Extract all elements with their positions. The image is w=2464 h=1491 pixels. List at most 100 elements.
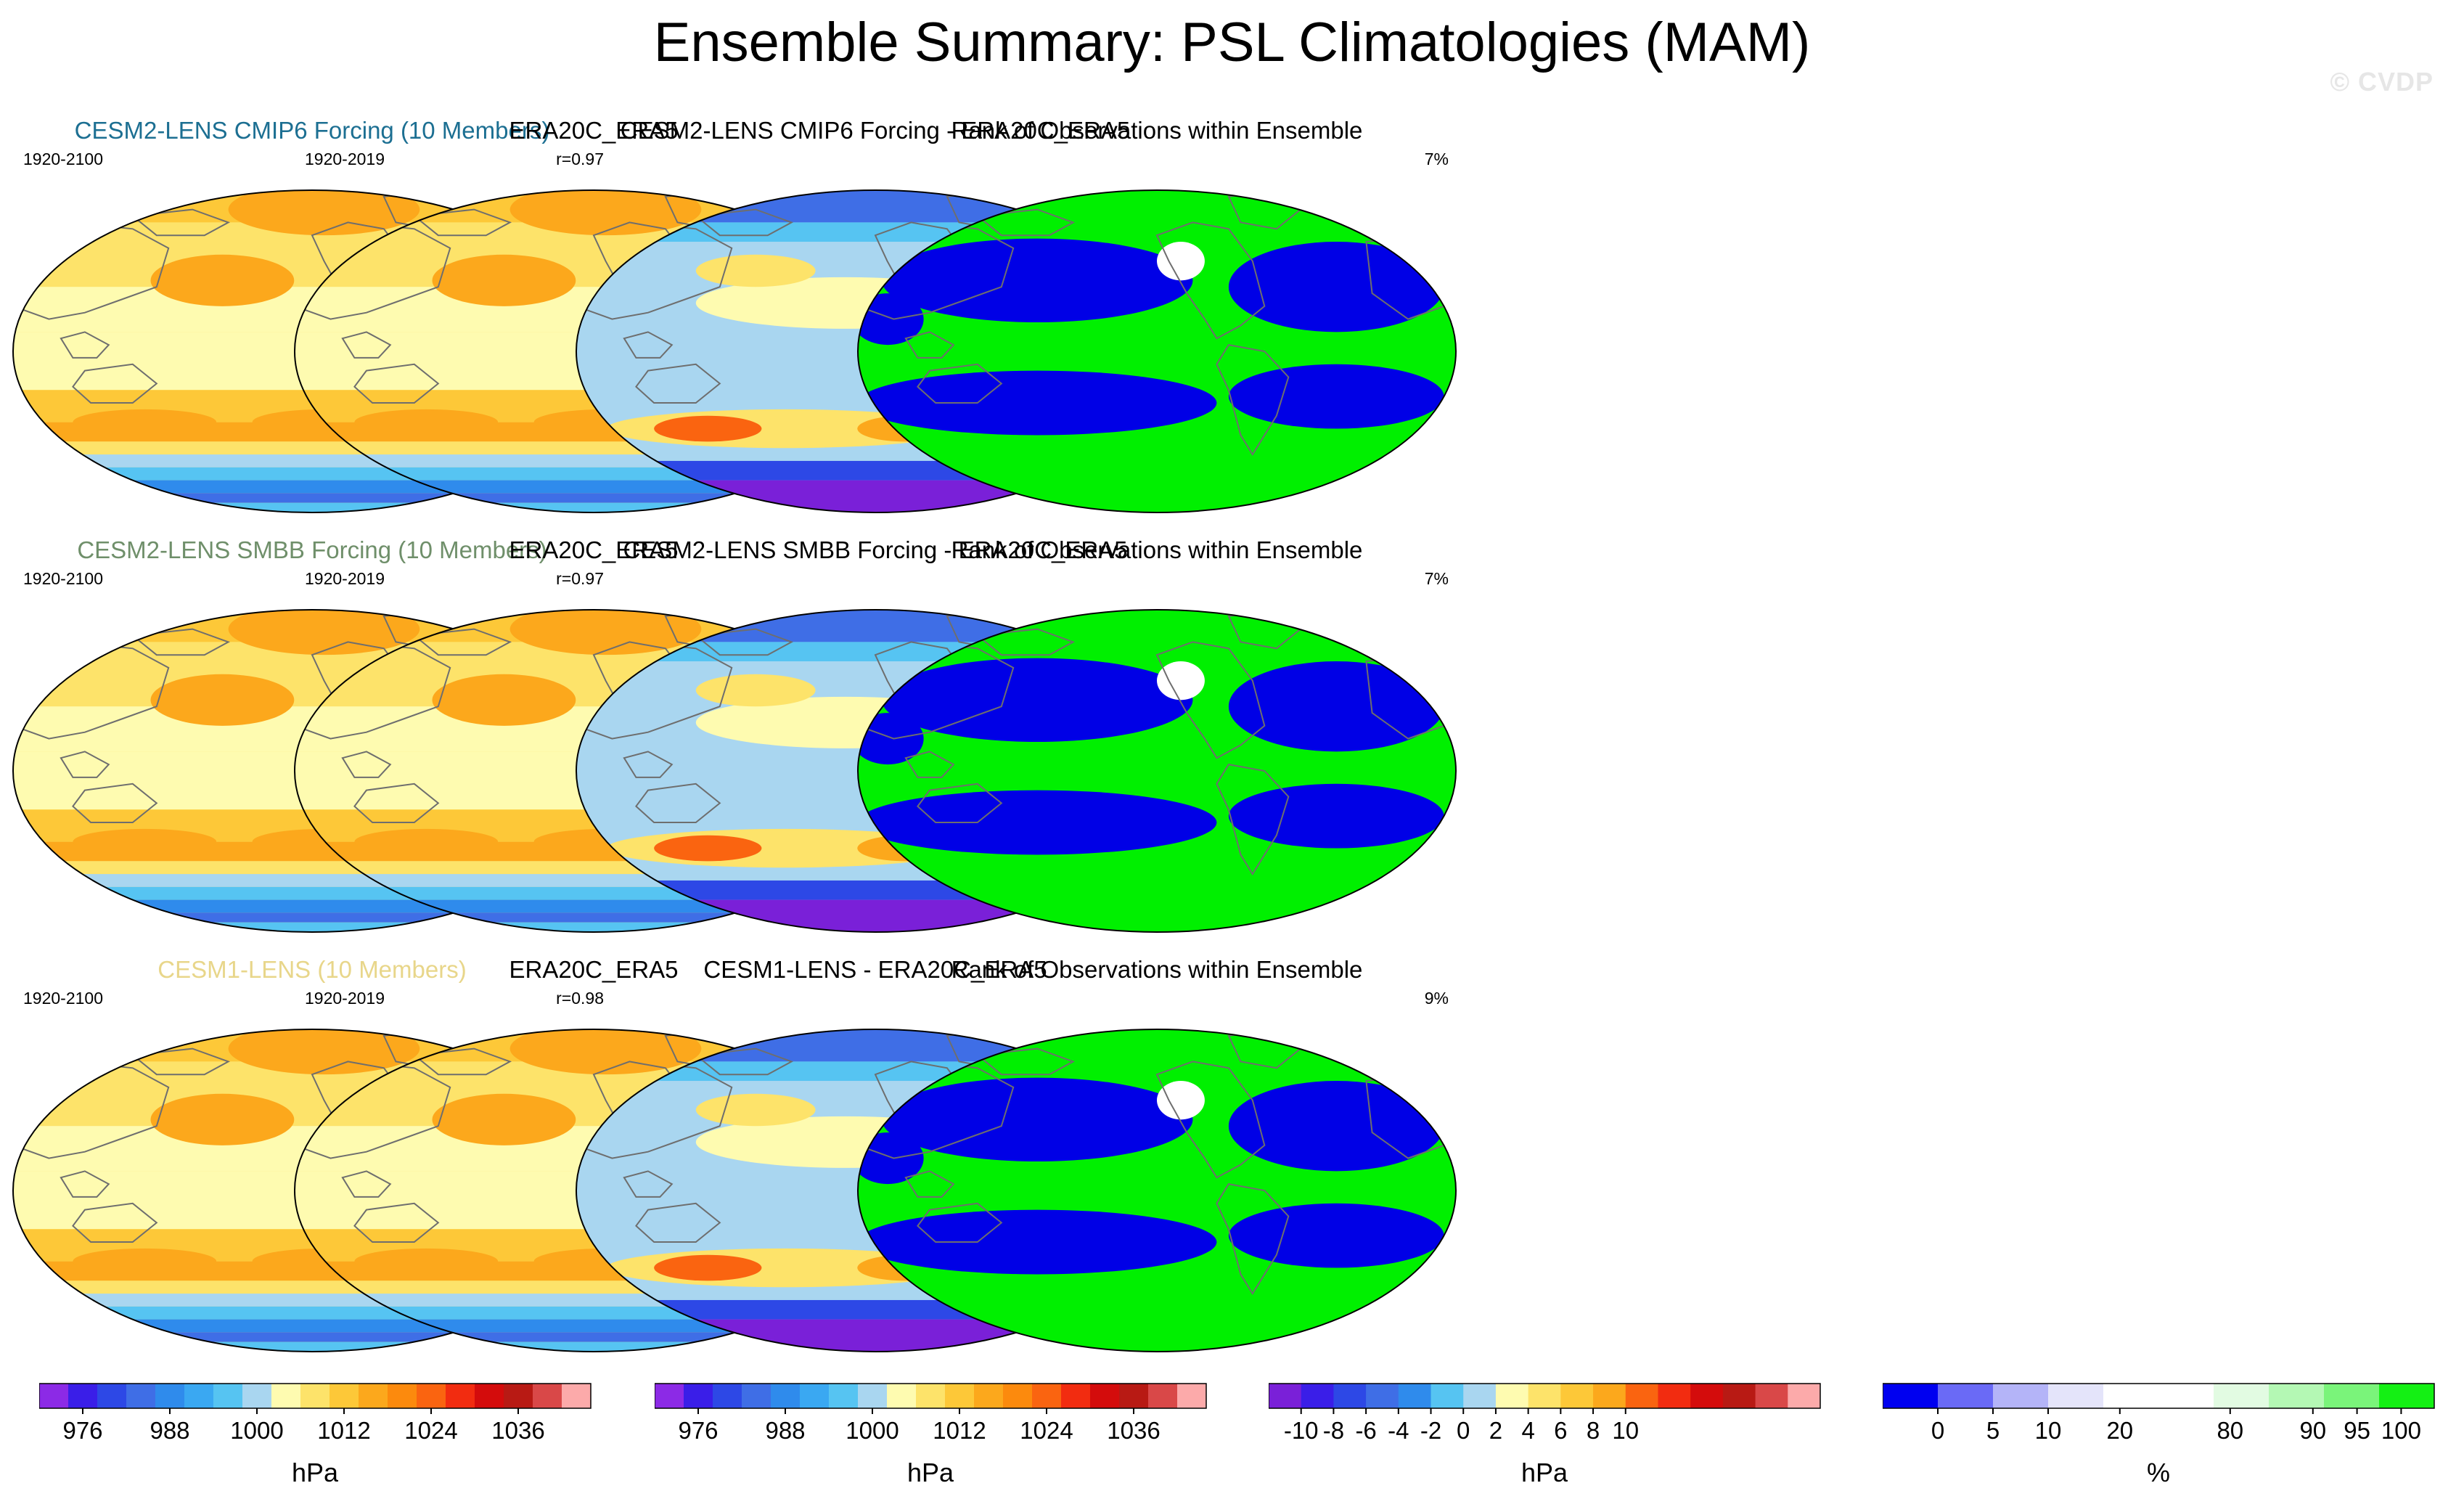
colorbar-box bbox=[1366, 1384, 1399, 1408]
colorbar-box bbox=[887, 1384, 917, 1408]
colorbar-box bbox=[213, 1384, 243, 1408]
colorbar-box bbox=[562, 1384, 592, 1408]
panel-title: ERA20C_ERA5 bbox=[509, 956, 679, 983]
colorbar-box bbox=[1938, 1384, 1994, 1408]
colorbar-tick-label: 1024 bbox=[1020, 1417, 1073, 1444]
colorbar-box bbox=[300, 1384, 330, 1408]
land-outline bbox=[1155, 221, 1266, 340]
land-outline bbox=[353, 783, 440, 823]
land-outline bbox=[131, 628, 231, 656]
colorbar-tick-label: 90 bbox=[2299, 1417, 2326, 1444]
colorbar-tick-label: -10 bbox=[1284, 1417, 1319, 1444]
colorbar-box bbox=[359, 1384, 388, 1408]
panel-percent: 7% bbox=[1424, 150, 1449, 168]
panel-correlation: r=0.98 bbox=[556, 989, 604, 1008]
land-outline bbox=[904, 1170, 955, 1198]
colorbar-box bbox=[742, 1384, 771, 1408]
colorbar-box bbox=[330, 1384, 359, 1408]
colorbar-box bbox=[533, 1384, 562, 1408]
land-outline bbox=[412, 628, 512, 656]
colorbar-tick-label: 988 bbox=[150, 1417, 189, 1444]
map-rank bbox=[857, 609, 1457, 933]
land-outline bbox=[72, 1202, 158, 1243]
colorbar-box bbox=[2324, 1384, 2380, 1408]
colorbar-box bbox=[1301, 1384, 1334, 1408]
colorbar-box bbox=[1148, 1384, 1178, 1408]
colorbar-box bbox=[945, 1384, 975, 1408]
land-outline bbox=[60, 751, 110, 778]
colorbar-box bbox=[97, 1384, 127, 1408]
land-outline bbox=[341, 331, 392, 359]
land-outline bbox=[341, 751, 392, 778]
colorbar-box bbox=[2103, 1384, 2159, 1408]
colorbar-tick-label: 20 bbox=[2106, 1417, 2133, 1444]
map-border bbox=[857, 189, 1457, 513]
colorbar-tick-label: 1000 bbox=[230, 1417, 283, 1444]
colorbar-boxes: 976 988 1000 1012 1024 1036 bbox=[655, 1383, 1207, 1444]
colorbar-tick-label: -8 bbox=[1323, 1417, 1344, 1444]
panel-period: 1920-2100 bbox=[23, 569, 103, 588]
land-outline bbox=[131, 208, 231, 237]
colorbar-box bbox=[771, 1384, 801, 1408]
colorbar-tick-label: 10 bbox=[1612, 1417, 1639, 1444]
colorbar-box bbox=[388, 1384, 417, 1408]
colorbar-box bbox=[1788, 1384, 1821, 1408]
land-outline bbox=[1216, 1182, 1290, 1296]
map-border bbox=[857, 609, 1457, 933]
colorbar-tick-label: 976 bbox=[62, 1417, 102, 1444]
colorbar-box bbox=[271, 1384, 301, 1408]
colorbar-box bbox=[1690, 1384, 1724, 1408]
map-rank bbox=[857, 189, 1457, 513]
colorbar: 976 988 1000 1012 1024 1036 hPa bbox=[655, 1382, 1243, 1491]
map-panel-rank: Rank of Observations within Ensemble 7% bbox=[852, 536, 1462, 957]
panel-percent: 7% bbox=[1424, 569, 1449, 588]
colorbar-tick-label: 976 bbox=[678, 1417, 718, 1444]
panel-title: CESM1-LENS (10 Members) bbox=[157, 956, 467, 983]
land-outline bbox=[1155, 1061, 1266, 1179]
colorbar: -10 -8 -6 -4 -2 0 2 4 6 8 10 hPa bbox=[1269, 1382, 1857, 1491]
panel-correlation: r=0.97 bbox=[556, 569, 604, 588]
panel-period: 1920-2019 bbox=[305, 989, 385, 1008]
colorbar-box bbox=[2269, 1384, 2325, 1408]
colorbar: 976 988 1000 1012 1024 1036 hPa bbox=[39, 1382, 627, 1491]
colorbar-box bbox=[1993, 1384, 2049, 1408]
land-outline bbox=[635, 783, 721, 823]
map-rank bbox=[857, 1029, 1457, 1352]
land-outline bbox=[917, 1202, 1003, 1243]
colorbar-box bbox=[1398, 1384, 1432, 1408]
panel-title: ERA20C_ERA5 bbox=[509, 117, 679, 144]
colorbar-tick-label: 1000 bbox=[846, 1417, 899, 1444]
colorbar-box bbox=[713, 1384, 742, 1408]
colorbar-tick-label: 10 bbox=[2035, 1417, 2062, 1444]
land-outline bbox=[975, 628, 1076, 656]
land-outline bbox=[60, 331, 110, 359]
colorbar-box bbox=[475, 1384, 504, 1408]
colorbar-tick-label: 6 bbox=[1554, 1417, 1567, 1444]
land-outline bbox=[917, 783, 1003, 823]
colorbar-unit: hPa bbox=[906, 1458, 954, 1487]
panel-title: CESM1-LENS - ERA20C_ERA5 bbox=[703, 956, 1047, 983]
colorbar-box bbox=[1560, 1384, 1594, 1408]
panel-title: CESM2-LENS SMBB Forcing (10 Members) bbox=[77, 536, 547, 563]
land-outline bbox=[1155, 641, 1266, 759]
panel-period: 1920-2019 bbox=[305, 150, 385, 168]
panel-title: Rank of Observations within Ensemble bbox=[951, 956, 1363, 983]
land-outline bbox=[904, 331, 955, 359]
colorbar-box bbox=[504, 1384, 533, 1408]
panel-title: CESM2-LENS SMBB Forcing - ERA20C_ERA5 bbox=[623, 536, 1128, 563]
colorbar-tick-label: 95 bbox=[2344, 1417, 2370, 1444]
colorbar-box bbox=[1119, 1384, 1149, 1408]
colorbar-tick-label: 2 bbox=[1489, 1417, 1502, 1444]
colorbar-box bbox=[1463, 1384, 1497, 1408]
colorbar-tick-label: 988 bbox=[765, 1417, 805, 1444]
colorbar: 0 5 10 20 80 90 95 100% bbox=[1883, 1382, 2464, 1491]
land-outline bbox=[1216, 763, 1290, 876]
land-outline bbox=[353, 363, 440, 404]
figure-title: Ensemble Summary: PSL Climatologies (MAM… bbox=[653, 12, 1811, 73]
colorbar-box bbox=[1755, 1384, 1788, 1408]
colorbar-box bbox=[1430, 1384, 1464, 1408]
land-outline bbox=[353, 1202, 440, 1243]
colorbar-boxes: -10 -8 -6 -4 -2 0 2 4 6 8 10 bbox=[1269, 1383, 1821, 1444]
colorbar-box bbox=[1269, 1384, 1302, 1408]
colorbar-tick-label: 100 bbox=[2381, 1417, 2421, 1444]
